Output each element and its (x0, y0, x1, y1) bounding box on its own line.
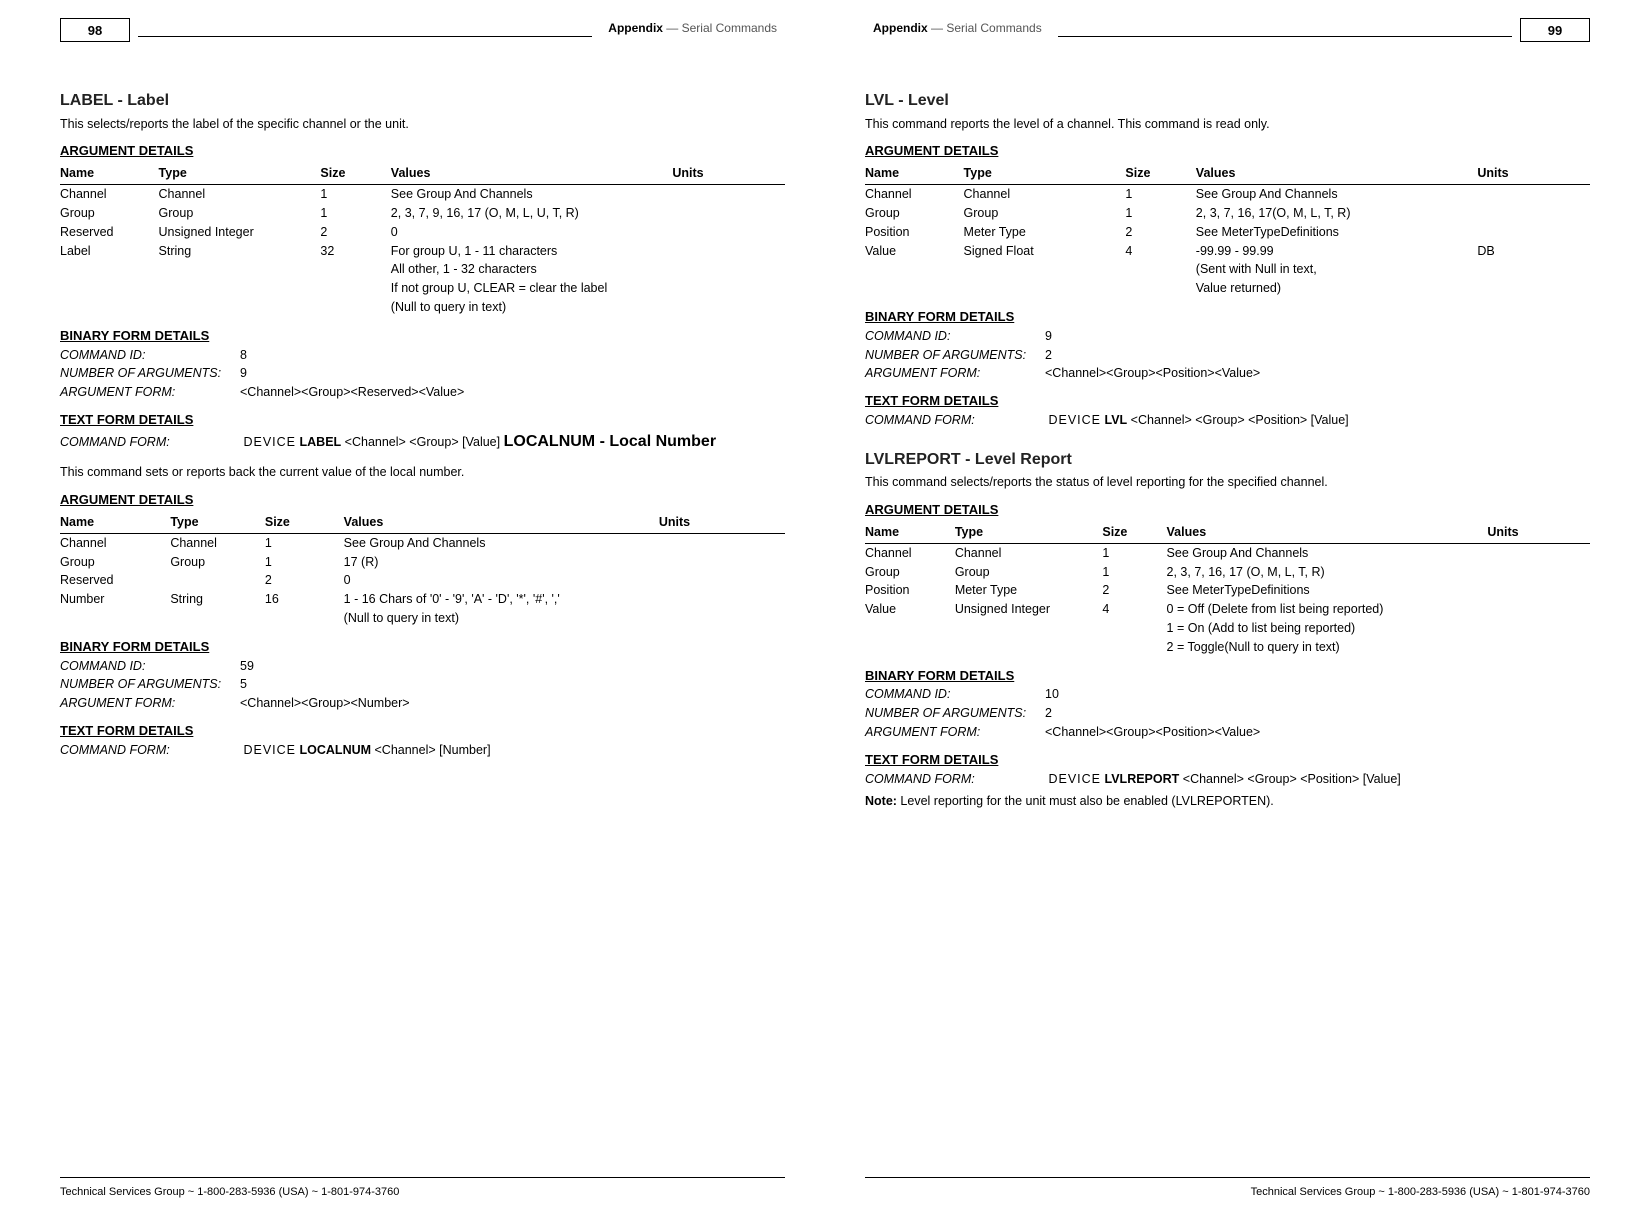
arg-table-lvl: Name Type Size Values Units ChannelChann… (865, 164, 1590, 298)
note: Note: Level reporting for the unit must … (865, 793, 1590, 810)
table-row: GroupGroup12, 3, 7, 16, 17(O, M, L, T, R… (865, 204, 1590, 223)
section-heading: TEXT FORM DETAILS (865, 751, 1590, 769)
page-header-left: 98 Appendix — Serial Commands (60, 16, 785, 44)
cmd-form: COMMAND FORM: DEVICE LVLREPORT <Channel>… (865, 771, 1590, 788)
table-row: If not group U, CLEAR = clear the label (60, 279, 785, 298)
section-heading: BINARY FORM DETAILS (865, 667, 1590, 685)
kv-row: COMMAND ID:9 (865, 328, 1590, 345)
cmd-title-localnum-inline: LOCALNUM - Local Number (504, 433, 716, 450)
cmd-form: COMMAND FORM: DEVICE LABEL <Channel> <Gr… (60, 431, 785, 453)
cmd-form: COMMAND FORM: DEVICE LVL <Channel> <Grou… (865, 412, 1590, 429)
section-heading: TEXT FORM DETAILS (60, 411, 785, 429)
cmd-title-lvlreport: LVLREPORT - Level Report (865, 449, 1590, 471)
table-row: PositionMeter Type2See MeterTypeDefiniti… (865, 581, 1590, 600)
table-row: 1 = On (Add to list being reported) (865, 619, 1590, 638)
section-heading: TEXT FORM DETAILS (60, 722, 785, 740)
table-row: ChannelChannel1See Group And Channels (60, 533, 785, 552)
cmd-title-lvl: LVL - Level (865, 90, 1590, 112)
cmd-desc: This selects/reports the label of the sp… (60, 116, 785, 133)
kv-row: COMMAND ID:10 (865, 686, 1590, 703)
table-row: LabelString32For group U, 1 - 11 charact… (60, 242, 785, 261)
section-heading: BINARY FORM DETAILS (865, 308, 1590, 326)
cmd-form: COMMAND FORM: DEVICE LOCALNUM <Channel> … (60, 742, 785, 759)
page-number-left: 98 (60, 18, 130, 42)
kv-row: NUMBER OF ARGUMENTS:5 (60, 676, 785, 693)
table-row: ChannelChannel1See Group And Channels (865, 184, 1590, 203)
section-heading: BINARY FORM DETAILS (60, 327, 785, 345)
content-left: LABEL - Label This selects/reports the l… (60, 84, 785, 1204)
cmd-title-label: LABEL - Label (60, 90, 785, 112)
section-heading: ARGUMENT DETAILS (865, 501, 1590, 519)
page-number-right: 99 (1520, 18, 1590, 42)
kv-row: ARGUMENT FORM:<Channel><Group><Position>… (865, 365, 1590, 382)
kv-row: COMMAND ID:59 (60, 658, 785, 675)
table-row: Value returned) (865, 279, 1590, 298)
table-row: ValueSigned Float4-99.99 - 99.99DB (865, 242, 1590, 261)
page-left: 98 Appendix — Serial Commands LABEL - La… (0, 0, 825, 1216)
table-row: NumberString161 - 16 Chars of '0' - '9',… (60, 590, 785, 609)
arg-table-label: Name Type Size Values Units ChannelChann… (60, 164, 785, 317)
table-row: ValueUnsigned Integer40 = Off (Delete fr… (865, 600, 1590, 619)
kv-row: ARGUMENT FORM:<Channel><Group><Number> (60, 695, 785, 712)
kv-row: NUMBER OF ARGUMENTS:2 (865, 705, 1590, 722)
footer-rule (865, 1177, 1590, 1178)
footer-rule (60, 1177, 785, 1178)
section-heading: BINARY FORM DETAILS (60, 638, 785, 656)
th-type: Type (159, 164, 321, 184)
table-row: (Sent with Null in text, (865, 260, 1590, 279)
table-row: (Null to query in text) (60, 609, 785, 628)
table-row: ChannelChannel1See Group And Channels (865, 543, 1590, 562)
content-right: LVL - Level This command reports the lev… (865, 84, 1590, 1204)
section-heading: ARGUMENT DETAILS (865, 142, 1590, 160)
table-row: All other, 1 - 32 characters (60, 260, 785, 279)
cmd-desc: This command selects/reports the status … (865, 474, 1590, 491)
header-rule (1058, 36, 1512, 37)
kv-row: NUMBER OF ARGUMENTS:9 (60, 365, 785, 382)
footer-left: Technical Services Group ~ 1-800-283-593… (40, 1177, 785, 1198)
kv-row: ARGUMENT FORM:<Channel><Group><Reserved>… (60, 384, 785, 401)
table-row: ReservedUnsigned Integer20 (60, 223, 785, 242)
table-row: GroupGroup117 (R) (60, 553, 785, 572)
table-row: GroupGroup12, 3, 7, 9, 16, 17 (O, M, L, … (60, 204, 785, 223)
kv-row: ARGUMENT FORM:<Channel><Group><Position>… (865, 724, 1590, 741)
table-row: 2 = Toggle(Null to query in text) (865, 638, 1590, 657)
cmd-desc: This command reports the level of a chan… (865, 116, 1590, 133)
th-name: Name (60, 164, 159, 184)
kv-row: NUMBER OF ARGUMENTS:2 (865, 347, 1590, 364)
table-row: PositionMeter Type2See MeterTypeDefiniti… (865, 223, 1590, 242)
table-row: GroupGroup12, 3, 7, 16, 17 (O, M, L, T, … (865, 563, 1590, 582)
arg-table-lvlreport: Name Type Size Values Units ChannelChann… (865, 523, 1590, 657)
section-heading: ARGUMENT DETAILS (60, 142, 785, 160)
table-row: ChannelChannel1See Group And Channels (60, 184, 785, 203)
header-title: Appendix — Serial Commands (600, 21, 785, 35)
arg-table-localnum: Name Type Size Values Units ChannelChann… (60, 513, 785, 628)
kv-row: COMMAND ID:8 (60, 347, 785, 364)
page-header-right: Appendix — Serial Commands 99 (865, 16, 1590, 44)
table-row: Reserved20 (60, 571, 785, 590)
page-right: Appendix — Serial Commands 99 LVL - Leve… (825, 0, 1650, 1216)
table-row: (Null to query in text) (60, 298, 785, 317)
header-title: Appendix — Serial Commands (865, 21, 1050, 35)
header-rule (138, 36, 592, 37)
th-units: Units (672, 164, 785, 184)
section-heading: ARGUMENT DETAILS (60, 491, 785, 509)
cmd-desc: This command sets or reports back the cu… (60, 464, 785, 481)
th-size: Size (320, 164, 390, 184)
footer-right: Technical Services Group ~ 1-800-283-593… (865, 1177, 1610, 1198)
section-heading: TEXT FORM DETAILS (865, 392, 1590, 410)
th-values: Values (391, 164, 673, 184)
